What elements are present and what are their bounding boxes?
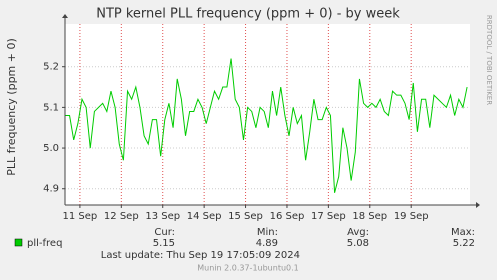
chart-title: NTP kernel PLL frequency (ppm + 0) - by … [96,7,400,22]
y-tick-label: 4.9 [43,184,59,195]
legend-label: pll-freq [27,238,62,249]
legend-swatch [14,238,23,247]
x-tick-label: 17 Sep [311,211,346,222]
x-tick-label: 19 Sep [394,211,429,222]
x-tick-label: 18 Sep [352,211,387,222]
y-tick-label: 5.0 [43,143,59,154]
y-tick-label: 5.1 [43,102,59,113]
stat-value: 5.08 [347,238,369,249]
x-tick-label: 11 Sep [63,211,98,222]
stat-label: Cur: [154,227,175,238]
stat-value: 5.15 [153,238,175,249]
stat-value: 4.89 [256,238,278,249]
x-tick-label: 15 Sep [228,211,263,222]
y-axis-label: PLL frequency (ppm + 0) [5,38,18,176]
axis-arrow [62,14,68,18]
x-tick-label: 14 Sep [187,211,222,222]
y-tick-label: 5.2 [43,62,59,73]
stat-label: Max: [451,227,475,238]
x-tick-label: 13 Sep [145,211,180,222]
axis-arrow [476,202,480,208]
footer: Munin 2.0.37-1ubuntu0.1 [197,264,299,273]
plot-area [65,24,470,205]
x-tick-label: 16 Sep [270,211,305,222]
last-update: Last update: Thu Sep 19 17:05:09 2024 [101,250,300,261]
data-line [65,58,468,193]
stat-label: Min: [257,227,278,238]
stat-value: 5.22 [453,238,475,249]
side-label: RRDTOOL / TOBI OETIKER [485,15,493,105]
stat-label: Avg: [347,227,369,238]
x-tick-label: 12 Sep [104,211,139,222]
